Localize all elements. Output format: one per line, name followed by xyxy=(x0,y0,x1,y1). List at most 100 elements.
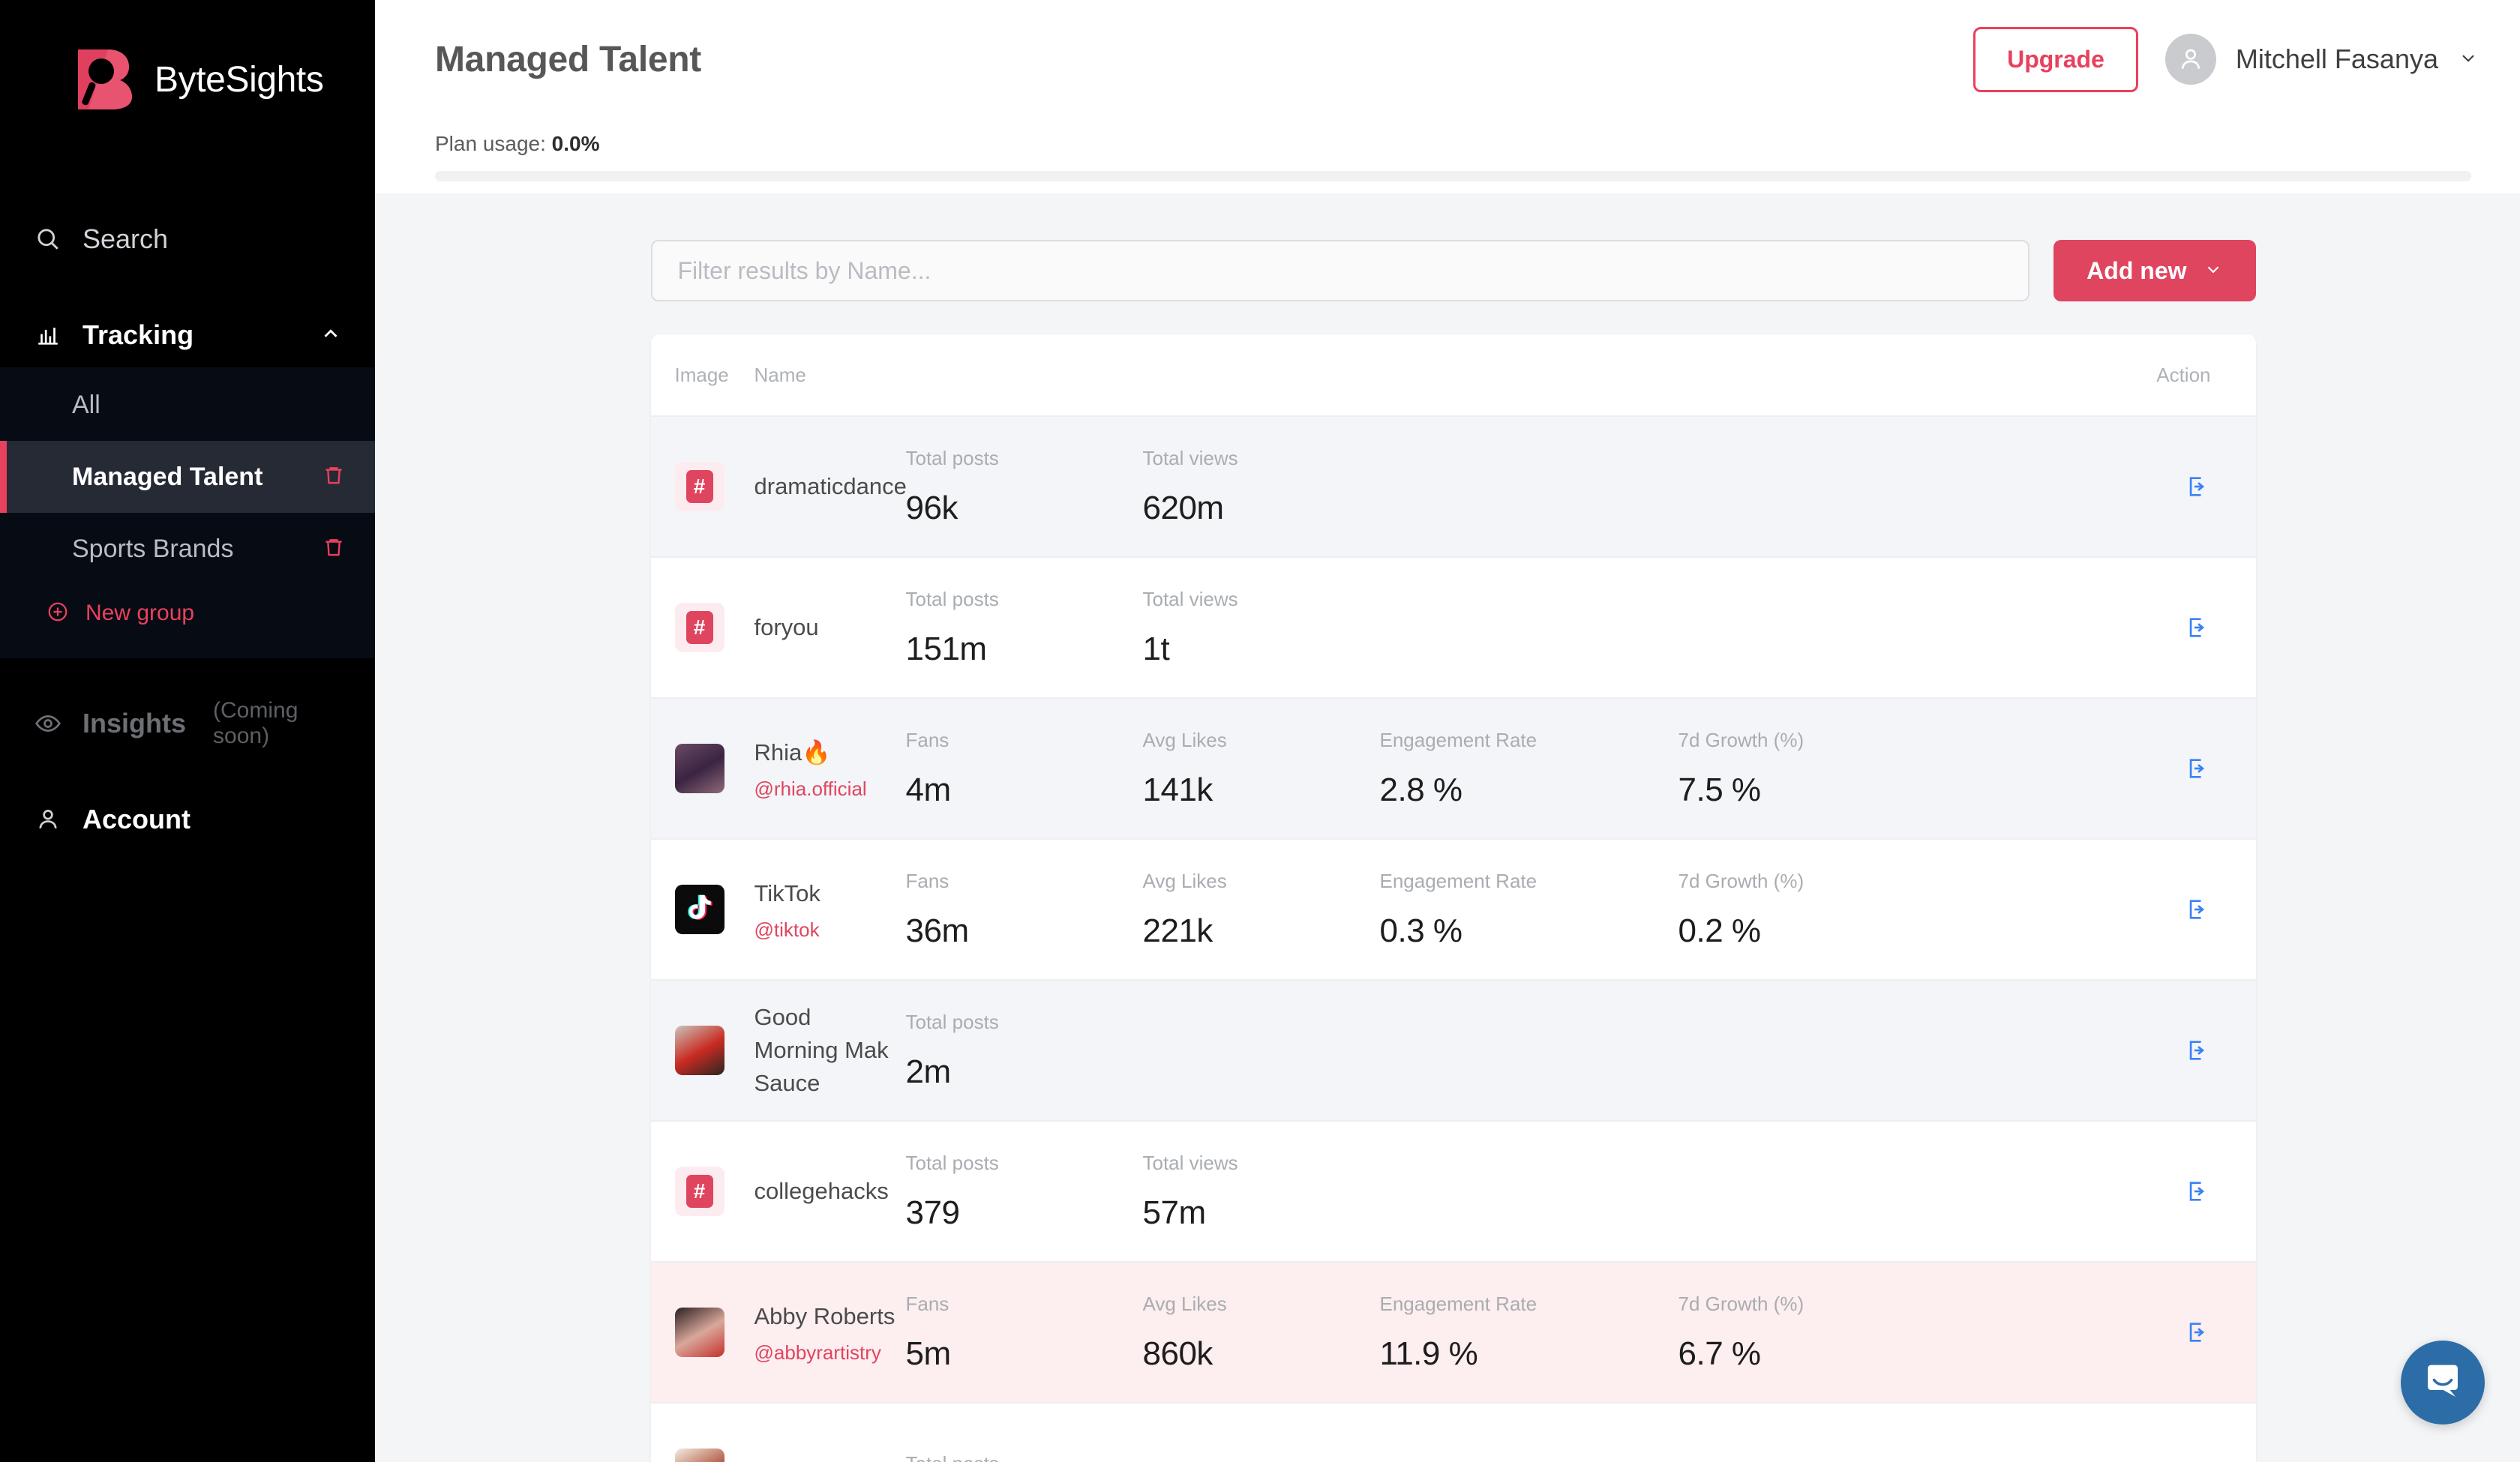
metric-value: 96k xyxy=(905,489,958,526)
metric-value: 379 xyxy=(905,1194,960,1231)
sidebar-section-tracking: Tracking All Managed Talent xyxy=(0,303,375,658)
row-metrics: Total posts xyxy=(906,1452,2186,1462)
sidebar-section-account: Account xyxy=(0,787,375,852)
row-metrics: Total posts 2m xyxy=(906,1011,2186,1091)
metric-cell: Fans 4m xyxy=(906,729,1143,809)
metric-cell: Total posts 151m xyxy=(906,588,1143,668)
sidebar-item-tracking[interactable]: Tracking xyxy=(0,303,375,367)
metric-value: 5m xyxy=(905,1335,952,1372)
hashtag-icon: # xyxy=(686,470,713,503)
row-name-cell: TikTok @tiktok xyxy=(754,877,906,941)
open-external-icon[interactable] xyxy=(2186,897,2211,922)
trash-icon[interactable] xyxy=(322,464,345,490)
sidebar: ByteSights Search xyxy=(0,0,375,1462)
sidebar-item-sports-brands[interactable]: Sports Brands xyxy=(0,513,375,585)
row-name-cell: Good Morning Mak Sauce xyxy=(754,1001,906,1100)
table-row[interactable]: # dramaticdance Total posts 96k Total views 6… xyxy=(650,417,2256,558)
sidebar-item-all[interactable]: All xyxy=(0,369,375,441)
metric-value: 4m xyxy=(905,771,952,808)
insights-coming-soon-note: (Coming soon) xyxy=(213,698,298,748)
profile-photo-thumbnail xyxy=(674,1026,724,1075)
hashtag-icon: # xyxy=(686,611,713,644)
toolbar: Add new xyxy=(650,193,2256,301)
metric-value: 57m xyxy=(1142,1194,1207,1231)
add-new-label: Add new xyxy=(2086,256,2187,284)
new-group-button[interactable]: New group xyxy=(0,585,375,642)
sidebar-item-account[interactable]: Account xyxy=(0,787,375,852)
plan-usage-value: 0.0% xyxy=(551,132,600,155)
row-image-cell xyxy=(674,1026,754,1075)
intercom-chat-icon xyxy=(2421,1359,2464,1407)
open-external-icon[interactable] xyxy=(2186,1179,2211,1204)
table-row[interactable]: Spooky Scary Total posts xyxy=(650,1404,2256,1462)
person-icon xyxy=(33,807,63,832)
open-external-icon[interactable] xyxy=(2186,1038,2211,1063)
metric-label: 7d Growth (%) xyxy=(1678,869,1804,892)
sidebar-item-managed-talent[interactable]: Managed Talent xyxy=(0,441,375,513)
sidebar-group-label: Sports Brands xyxy=(72,534,234,563)
row-metrics: Fans 4m Avg Likes 141k Engagement Rate 2.8 % 7… xyxy=(906,729,2186,809)
table-body: # dramaticdance Total posts 96k Total views 6… xyxy=(650,417,2256,1462)
upgrade-button[interactable]: Upgrade xyxy=(1973,26,2138,92)
profile-photo-thumbnail xyxy=(674,1449,724,1462)
row-name-cell: Rhia🔥 @rhia.official xyxy=(754,736,906,800)
chevron-up-icon[interactable] xyxy=(320,322,342,349)
table-row[interactable]: Abby Roberts @abbyrartistry Fans 5m Avg Like… xyxy=(650,1263,2256,1404)
sidebar-group-label: All xyxy=(72,390,100,419)
add-new-button[interactable]: Add new xyxy=(2054,240,2256,301)
open-external-icon[interactable] xyxy=(2186,1320,2211,1345)
intercom-chat-launcher[interactable] xyxy=(2401,1341,2485,1425)
plan-usage-area: Plan usage: 0.0% xyxy=(375,118,2520,193)
metric-cell: Total posts xyxy=(906,1452,1143,1462)
metric-value: 2.8 % xyxy=(1379,771,1463,808)
row-handle: @tiktok xyxy=(754,918,820,941)
metric-value: 7.5 % xyxy=(1678,771,1762,808)
column-header-image: Image xyxy=(674,363,729,386)
row-metrics: Total posts 96k Total views 620m xyxy=(906,447,2186,527)
metric-value: 860k xyxy=(1142,1335,1214,1372)
sidebar-item-label-tracking: Tracking xyxy=(82,319,194,350)
row-metrics: Total posts 151m Total views 1t xyxy=(906,588,2186,668)
open-external-icon[interactable] xyxy=(2186,615,2211,640)
metric-label: Total posts xyxy=(905,446,999,469)
table-row[interactable]: Rhia🔥 @rhia.official Fans 4m Avg Likes 141k En… xyxy=(650,699,2256,840)
metric-cell: Avg Likes 141k xyxy=(1143,729,1380,809)
user-menu[interactable]: Mitchell Fasanya xyxy=(2164,34,2492,85)
metric-cell: Engagement Rate 11.9 % xyxy=(1380,1293,1678,1373)
open-external-icon[interactable] xyxy=(2186,474,2211,499)
plan-usage-text: Plan usage: 0.0% xyxy=(435,118,2471,156)
metric-value: 221k xyxy=(1142,912,1214,949)
metric-cell: Total views 620m xyxy=(1143,447,1380,527)
table-row[interactable]: # collegehacks Total posts 379 Total views 57… xyxy=(650,1122,2256,1263)
metric-label: Fans xyxy=(905,869,950,892)
metric-label: Total posts xyxy=(905,587,999,610)
table-row[interactable]: # foryou Total posts 151m Total views 1t xyxy=(650,558,2256,699)
row-name: dramaticdance xyxy=(754,472,907,499)
top-bar-right: Upgrade Mitchell Fasanya xyxy=(1973,26,2492,92)
brand-logo[interactable]: ByteSights xyxy=(0,0,375,112)
avatar xyxy=(2164,34,2216,85)
sidebar-group-list: All Managed Talent Sports Brands xyxy=(0,367,375,658)
sidebar-group-label: Managed Talent xyxy=(72,462,263,491)
search-icon xyxy=(33,226,63,253)
hashtag-thumbnail: # xyxy=(674,603,724,652)
metric-cell: Fans 5m xyxy=(906,1293,1143,1373)
open-external-icon[interactable] xyxy=(2186,756,2211,781)
sidebar-item-search[interactable]: Search xyxy=(0,207,375,271)
row-image-cell: # xyxy=(674,462,754,511)
bar-chart-icon xyxy=(33,322,63,348)
metric-cell: Fans 36m xyxy=(906,870,1143,950)
filter-input[interactable] xyxy=(650,240,2030,301)
metric-cell: Total views 57m xyxy=(1143,1152,1380,1232)
row-name: collegehacks xyxy=(754,1177,889,1204)
metric-cell: Total posts 379 xyxy=(906,1152,1143,1232)
table-row[interactable]: Good Morning Mak Sauce Total posts 2m xyxy=(650,981,2256,1122)
table-header-row: Image Name Action xyxy=(650,334,2256,417)
row-action-cell xyxy=(2186,1179,2211,1204)
sidebar-section-search: Search xyxy=(0,207,375,271)
table-row[interactable]: TikTok @tiktok Fans 36m Avg Likes 221k Engagem… xyxy=(650,840,2256,981)
content-area: Add new Image Name Action # dramaticdance… xyxy=(375,193,2520,1462)
metric-cell: Total posts 96k xyxy=(906,447,1143,527)
trash-icon[interactable] xyxy=(322,536,345,562)
metric-value: 2m xyxy=(905,1053,952,1090)
